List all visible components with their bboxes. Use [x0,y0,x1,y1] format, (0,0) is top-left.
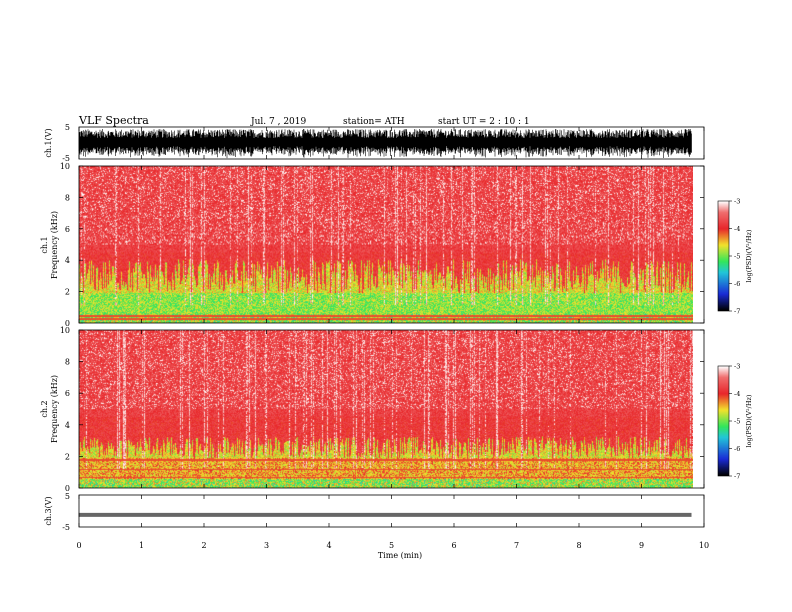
colorbar-tick-label: -6 [734,445,740,453]
ch3-waveform-frame [78,494,705,528]
time-tick-label: 3 [264,541,269,550]
ch3-waveform-panel: 5 -5 ch.3(V) [44,492,705,532]
ch1-waveform-ylabel: ch.1(V) [44,128,53,157]
time-tick-label: 7 [514,541,519,550]
freq-tick-label: 8 [65,358,70,367]
time-tick-label: 9 [639,541,644,550]
ch3-ytick-bottom: -5 [62,523,70,532]
freq-tick-label: 6 [65,225,70,234]
freq-tick-label: 10 [60,162,70,171]
ch1-ytick-top: 5 [65,123,70,132]
time-tick-label: 5 [389,541,394,550]
ch2-colorbar-label: log(PSD)(V²/Hz) [745,394,753,447]
freq-tick-label: 2 [65,288,70,297]
ch2-spectrogram-image [79,330,693,488]
ch2-colorbar: -3 -4 -5 -6 -7 log(PSD)(V²/Hz) [717,363,753,481]
start-time-label: start UT = 2 : 10 : 1 [438,117,530,127]
ch1-colorbar: -3 -4 -5 -6 -7 log(PSD)(V²/Hz) [717,198,753,316]
time-tick-label: 10 [699,541,709,550]
colorbar-tick-label: -6 [734,280,740,288]
ch3-waveform-trace [78,512,692,517]
ch3-ytick-top: 5 [65,492,70,501]
ch2-spec-ylabel-channel: ch.2 [40,400,49,417]
time-tick-label: 4 [326,541,331,550]
colorbar-tick-label: -5 [734,253,740,261]
ch1-waveform-panel: 5 -5 ch.1(V) [44,123,705,163]
station-label: station= ATH [343,117,405,127]
time-tick-label: 0 [76,541,81,550]
time-tick-label: 2 [201,541,206,550]
freq-tick-label: 4 [65,421,70,430]
time-tick-label: 1 [139,541,144,550]
colorbar-tick-label: -3 [734,198,740,206]
freq-tick-label: 0 [65,319,70,328]
freq-tick-label: 0 [65,484,70,493]
colorbar-tick-label: -7 [734,308,740,316]
ch1-colorbar-label: log(PSD)(V²/Hz) [745,229,753,282]
freq-tick-label: 10 [60,326,70,335]
time-axis: 0 1 2 3 4 5 6 7 8 9 10 [76,127,709,550]
colorbar-tick-label: -3 [734,363,740,371]
time-axis-label: Time (min) [378,551,422,560]
ch2-colorbar-image [718,366,729,476]
ch1-colorbar-image [718,201,729,311]
ch1-spec-ylabel-channel: ch.1 [40,236,49,253]
colorbar-tick-label: -5 [734,418,740,426]
ch3-waveform-ylabel: ch.3(V) [44,496,53,525]
figure-title: VLF Spectra [78,114,149,127]
freq-tick-label: 8 [65,193,70,202]
ch1-ytick-bottom: -5 [62,154,70,163]
time-tick-label: 8 [576,541,581,550]
ch2-spec-ylabel-frequency: Frequency (kHz) [50,375,59,443]
freq-tick-label: 4 [65,256,70,265]
ch1-spec-ylabel-frequency: Frequency (kHz) [50,211,59,279]
colorbar-tick-label: -4 [734,390,740,398]
date-label: Jul. 7 , 2019 [250,117,306,127]
freq-tick-label: 2 [65,452,70,461]
ch1-spectrogram-image [79,166,693,323]
ch2-spectrogram-panel: 0 2 4 6 8 10 ch.2 Frequency (kHz) [40,326,705,493]
ch1-waveform-trace [78,129,692,159]
time-tick-label: 6 [451,541,456,550]
colorbar-tick-label: -4 [734,225,740,233]
colorbar-tick-label: -7 [734,473,740,481]
ch1-spectrogram-panel: 0 2 4 6 8 10 ch.1 Frequency (kHz) [40,162,705,328]
freq-tick-label: 6 [65,389,70,398]
